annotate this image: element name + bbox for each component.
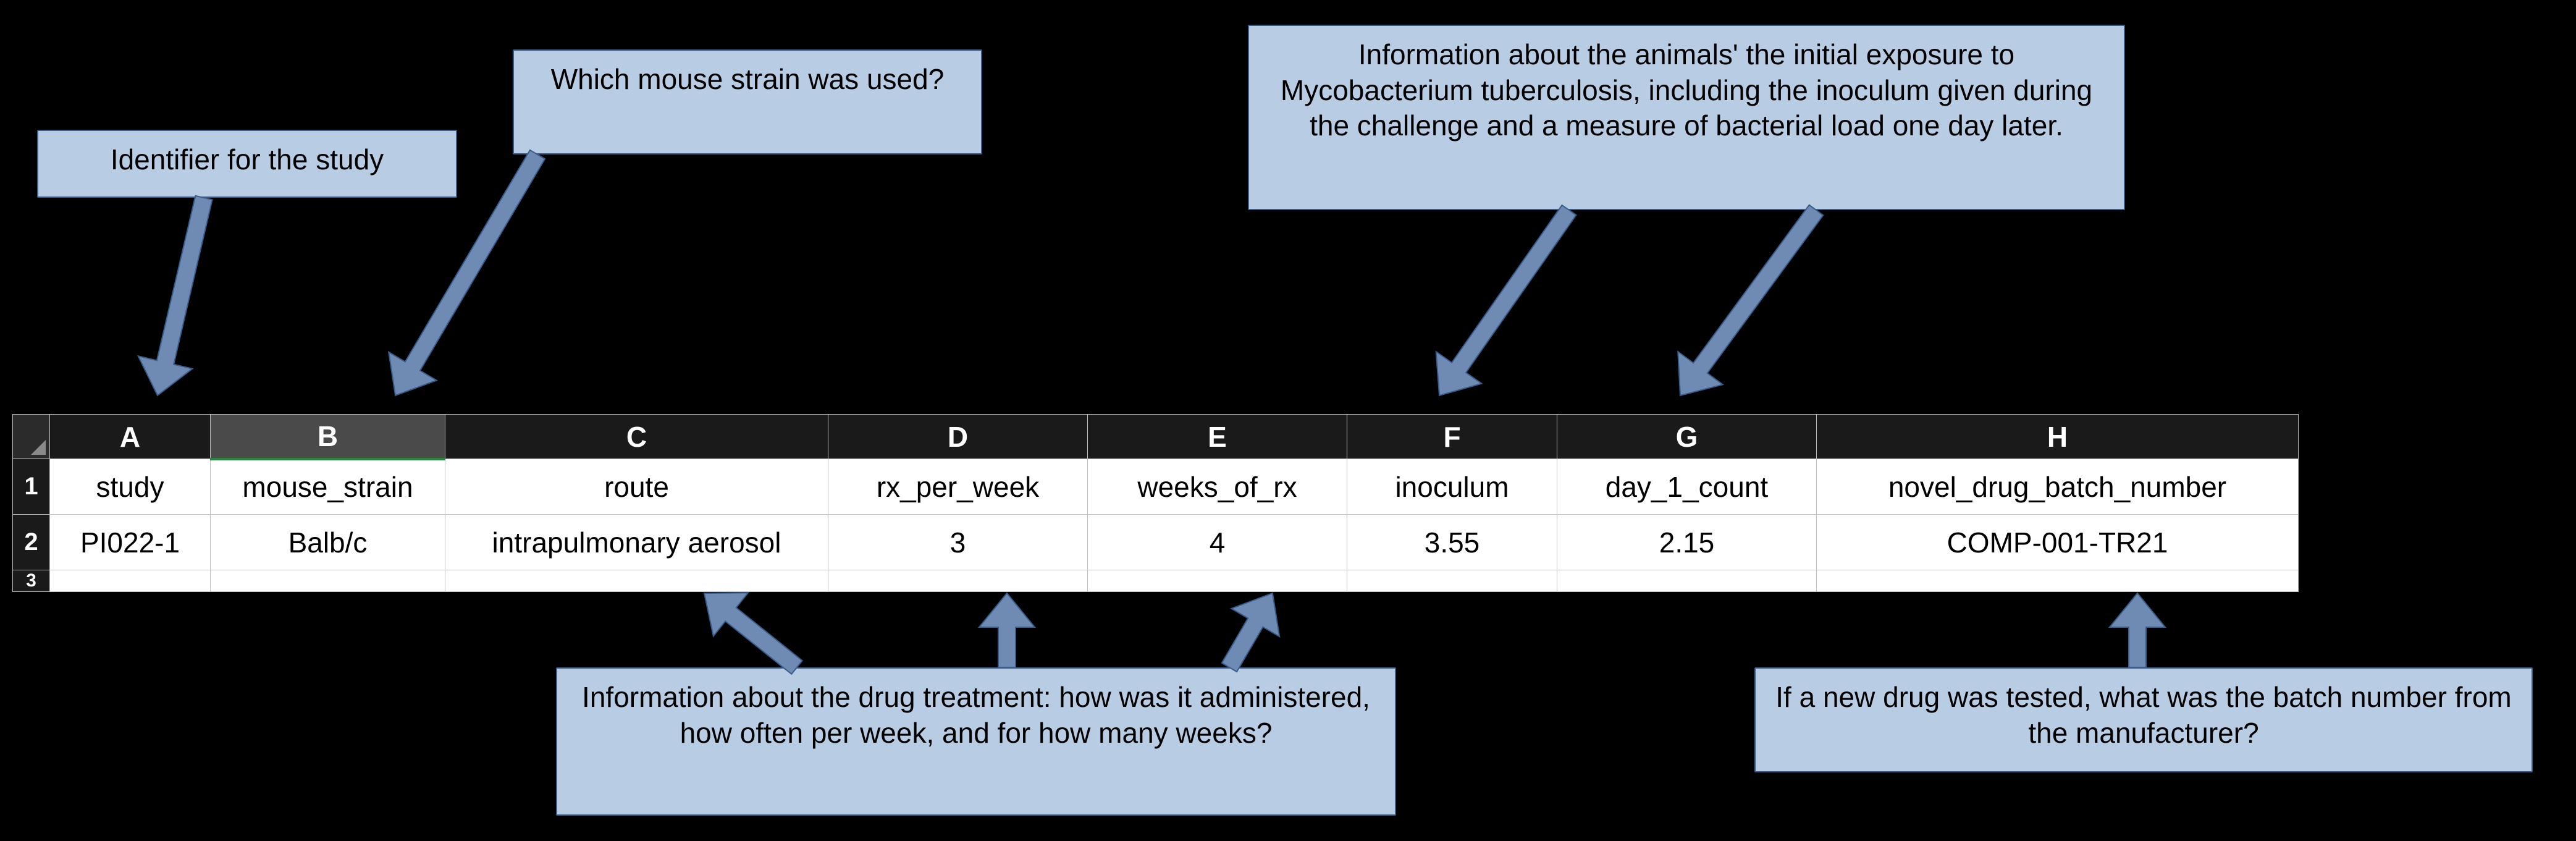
cell-E2[interactable]: 4 — [1088, 515, 1347, 570]
column-header-H[interactable]: H — [1817, 415, 2299, 459]
cell-G1[interactable]: day_1_count — [1557, 459, 1817, 515]
arrow — [1222, 593, 1279, 672]
cell-B1[interactable]: mouse_strain — [211, 459, 445, 515]
cell-A3[interactable] — [50, 570, 211, 592]
row-header-2[interactable]: 2 — [13, 515, 50, 570]
table-row: 2PI022-1Balb/cintrapulmonary aerosol343.… — [13, 515, 2299, 570]
callout-c_rx: Information about the drug treatment: ho… — [556, 667, 1396, 816]
row-header-1[interactable]: 1 — [13, 459, 50, 515]
arrow — [704, 593, 802, 674]
cell-H1[interactable]: novel_drug_batch_number — [1817, 459, 2299, 515]
cell-A1[interactable]: study — [50, 459, 211, 515]
table-row: 1studymouse_strainrouterx_per_weekweeks_… — [13, 459, 2299, 515]
arrow — [138, 196, 213, 395]
cell-C1[interactable]: route — [445, 459, 828, 515]
cell-E3[interactable] — [1088, 570, 1347, 592]
cell-A2[interactable]: PI022-1 — [50, 515, 211, 570]
arrow — [1678, 205, 1823, 395]
arrow — [2110, 593, 2165, 667]
cell-B3[interactable] — [211, 570, 445, 592]
cell-H3[interactable] — [1817, 570, 2299, 592]
callout-c_expo: Information about the animals' the initi… — [1248, 25, 2125, 210]
cell-E1[interactable]: weeks_of_rx — [1088, 459, 1347, 515]
arrow — [979, 593, 1035, 667]
cell-G2[interactable]: 2.15 — [1557, 515, 1817, 570]
cell-H2[interactable]: COMP-001-TR21 — [1817, 515, 2299, 570]
select-all-corner[interactable] — [13, 415, 50, 459]
column-header-D[interactable]: D — [828, 415, 1088, 459]
callout-c_batch: If a new drug was tested, what was the b… — [1754, 667, 2533, 772]
cell-F3[interactable] — [1347, 570, 1557, 592]
cell-C2[interactable]: intrapulmonary aerosol — [445, 515, 828, 570]
cell-F2[interactable]: 3.55 — [1347, 515, 1557, 570]
spreadsheet: ABCDEFGH 1studymouse_strainrouterx_per_w… — [12, 414, 2299, 592]
cell-B2[interactable]: Balb/c — [211, 515, 445, 570]
callout-c_strain: Which mouse strain was used? — [513, 49, 982, 154]
cell-D2[interactable]: 3 — [828, 515, 1088, 570]
cell-F1[interactable]: inoculum — [1347, 459, 1557, 515]
column-header-row: ABCDEFGH — [13, 415, 2299, 459]
column-header-G[interactable]: G — [1557, 415, 1817, 459]
column-header-B[interactable]: B — [211, 415, 445, 459]
cell-D1[interactable]: rx_per_week — [828, 459, 1088, 515]
cell-D3[interactable] — [828, 570, 1088, 592]
column-header-E[interactable]: E — [1088, 415, 1347, 459]
callout-c_study: Identifier for the study — [37, 130, 457, 198]
column-header-F[interactable]: F — [1347, 415, 1557, 459]
stage: ABCDEFGH 1studymouse_strainrouterx_per_w… — [0, 0, 2576, 841]
cell-G3[interactable] — [1557, 570, 1817, 592]
arrow — [1436, 205, 1576, 395]
table-row: 3 — [13, 570, 2299, 592]
column-header-C[interactable]: C — [445, 415, 828, 459]
column-header-A[interactable]: A — [50, 415, 211, 459]
cell-C3[interactable] — [445, 570, 828, 592]
row-header-3[interactable]: 3 — [13, 570, 50, 592]
